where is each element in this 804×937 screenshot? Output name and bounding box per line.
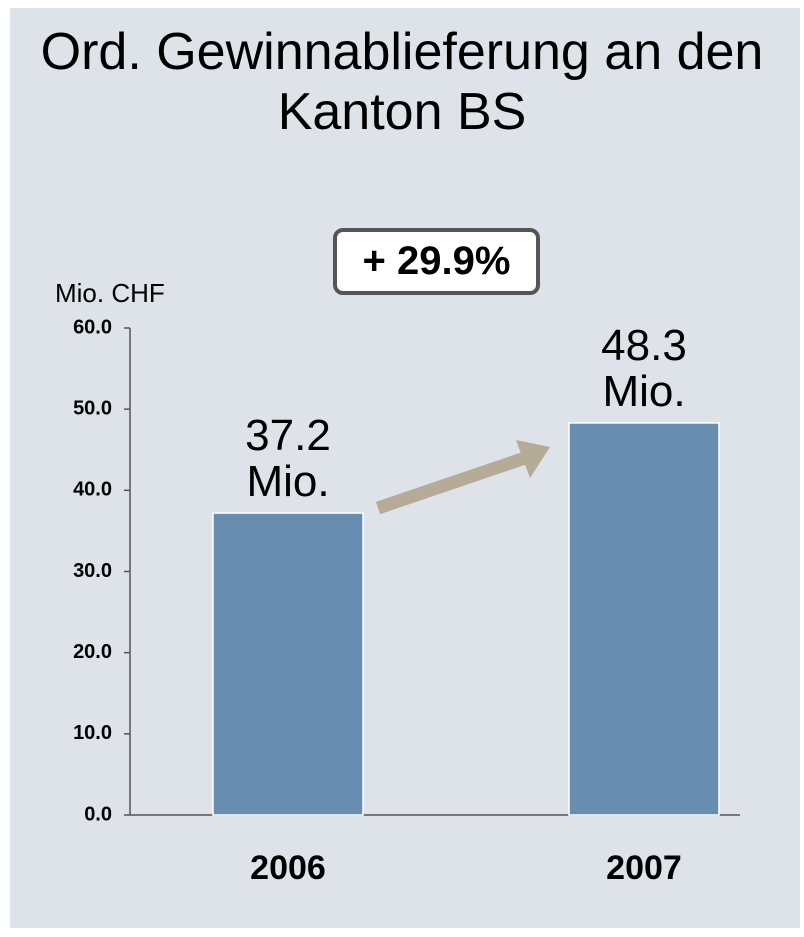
annotation: + 29.9% <box>333 228 540 295</box>
x-tick-label: 2006 <box>250 849 326 887</box>
arrow-shaft <box>375 451 528 515</box>
y-tick-label: 30.0 <box>73 560 112 582</box>
y-tick-label: 50.0 <box>73 397 112 419</box>
value-label: 48.3 Mio. <box>601 320 687 416</box>
chart-title: Ord. Gewinnablieferung an den Kanton BS <box>40 23 764 141</box>
y-tick-label: 40.0 <box>73 479 112 501</box>
y-tick-label: 20.0 <box>73 641 112 663</box>
arrow-head <box>516 440 550 478</box>
y-tick-label: 60.0 <box>73 316 112 338</box>
x-tick-label: 2007 <box>606 849 682 887</box>
y-tick-label: 0.0 <box>84 803 112 825</box>
y-tick-label: 10.0 <box>73 722 112 744</box>
bar <box>568 422 720 816</box>
bar <box>212 512 364 816</box>
y-axis-label: Mio. CHF <box>55 278 165 308</box>
value-label: 37.2 Mio. <box>245 411 331 507</box>
